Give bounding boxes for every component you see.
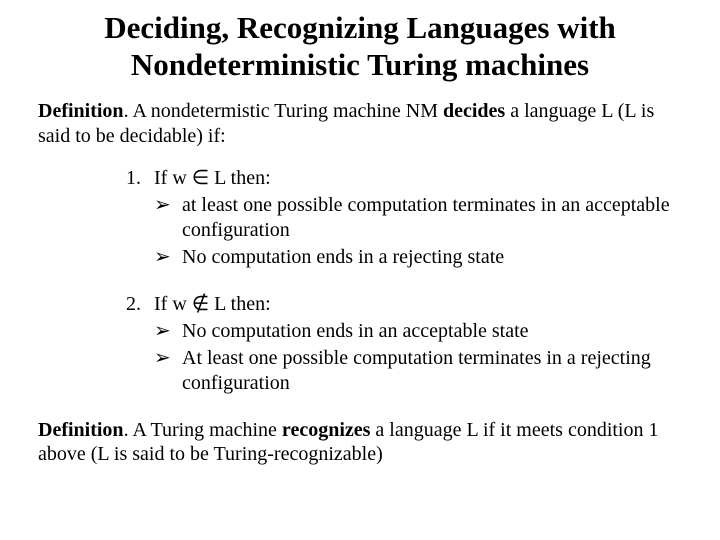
title-line-1: Deciding, Recognizing Languages with [104, 10, 616, 45]
list-item-1: 1. If w ∈ L then: ➢ at least one possibl… [126, 166, 682, 270]
item-1-head: If w ∈ L then: [154, 166, 682, 191]
numbered-list: 1. If w ∈ L then: ➢ at least one possibl… [126, 166, 682, 396]
slide: Deciding, Recognizing Languages with Non… [0, 0, 720, 467]
item-1-number: 1. [126, 166, 154, 270]
arrow-icon: ➢ [154, 346, 182, 396]
definition-2: Definition. A Turing machine recognizes … [38, 418, 682, 467]
definition-2-text-a: . A Turing machine [124, 419, 282, 441]
item-1-sub-2: ➢ No computation ends in a rejecting sta… [154, 245, 682, 270]
item-2-sub-1: ➢ No computation ends in an acceptable s… [154, 319, 682, 344]
item-2-sub-1-text: No computation ends in an acceptable sta… [182, 319, 682, 344]
definition-1-text-a: . A nondetermistic Turing machine NM [124, 100, 443, 122]
item-2-body: If w ∉ L then: ➢ No computation ends in … [154, 292, 682, 396]
item-1-sub-1-text: at least one possible computation termin… [182, 193, 682, 243]
arrow-icon: ➢ [154, 319, 182, 344]
decides-word: decides [443, 100, 505, 122]
item-2-number: 2. [126, 292, 154, 396]
slide-title: Deciding, Recognizing Languages with Non… [38, 10, 682, 83]
arrow-icon: ➢ [154, 193, 182, 243]
item-2-sub-2: ➢ At least one possible computation term… [154, 346, 682, 396]
item-1-body: If w ∈ L then: ➢ at least one possible c… [154, 166, 682, 270]
recognizes-word: recognizes [282, 419, 371, 441]
definition-1-label: Definition [38, 100, 124, 122]
arrow-icon: ➢ [154, 245, 182, 270]
item-1-sub-2-text: No computation ends in a rejecting state [182, 245, 682, 270]
list-item-2: 2. If w ∉ L then: ➢ No computation ends … [126, 292, 682, 396]
definition-2-label: Definition [38, 419, 124, 441]
title-line-2: Nondeterministic Turing machines [131, 47, 589, 82]
item-1-sub-1: ➢ at least one possible computation term… [154, 193, 682, 243]
definition-1: Definition. A nondetermistic Turing mach… [38, 99, 682, 148]
item-2-sub-2-text: At least one possible computation termin… [182, 346, 682, 396]
item-2-head: If w ∉ L then: [154, 292, 682, 317]
